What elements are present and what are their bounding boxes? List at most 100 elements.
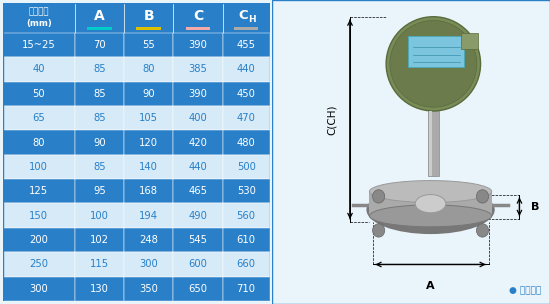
Bar: [3, 106, 75, 130]
Bar: [3, 252, 75, 277]
Text: 150: 150: [29, 211, 48, 221]
Text: 80: 80: [142, 64, 155, 74]
Bar: [223, 33, 270, 57]
Text: 248: 248: [139, 235, 158, 245]
Bar: [75, 277, 124, 301]
Bar: [124, 130, 173, 155]
Ellipse shape: [366, 185, 495, 234]
Text: 420: 420: [189, 137, 207, 147]
Bar: [124, 252, 173, 277]
Text: 85: 85: [93, 162, 106, 172]
Bar: [461, 33, 478, 49]
Bar: [223, 155, 270, 179]
Text: A: A: [94, 9, 105, 22]
Bar: [75, 81, 124, 106]
Text: ● 常规仪表: ● 常规仪表: [509, 286, 542, 295]
Bar: [124, 106, 173, 130]
Text: 90: 90: [93, 137, 106, 147]
Bar: [3, 130, 75, 155]
Bar: [75, 130, 124, 155]
Text: 105: 105: [139, 113, 158, 123]
Text: 300: 300: [29, 284, 48, 294]
Text: 100: 100: [90, 211, 109, 221]
Text: 194: 194: [139, 211, 158, 221]
Bar: [173, 3, 223, 33]
Text: 70: 70: [93, 40, 106, 50]
Text: 140: 140: [139, 162, 158, 172]
Bar: [173, 228, 223, 252]
Bar: [223, 130, 270, 155]
Text: 440: 440: [189, 162, 207, 172]
Text: 490: 490: [189, 211, 207, 221]
Bar: [75, 203, 124, 228]
Text: 610: 610: [236, 235, 256, 245]
Text: 65: 65: [32, 113, 45, 123]
Bar: [75, 106, 124, 130]
Text: 660: 660: [236, 259, 256, 269]
Circle shape: [476, 224, 488, 237]
Text: 200: 200: [29, 235, 48, 245]
Text: 545: 545: [189, 235, 208, 245]
Bar: [124, 179, 173, 203]
Text: 455: 455: [236, 40, 256, 50]
Bar: [173, 252, 223, 277]
Bar: [173, 130, 223, 155]
Text: 385: 385: [189, 64, 207, 74]
Bar: [136, 26, 161, 30]
Bar: [3, 155, 75, 179]
Text: 仪表口径
(mm): 仪表口径 (mm): [26, 8, 52, 28]
Text: 440: 440: [237, 64, 256, 74]
Bar: [408, 36, 464, 67]
Bar: [173, 179, 223, 203]
Bar: [173, 277, 223, 301]
Text: 130: 130: [90, 284, 109, 294]
Bar: [173, 81, 223, 106]
Ellipse shape: [370, 205, 492, 227]
Text: 470: 470: [236, 113, 256, 123]
Text: 80: 80: [32, 137, 45, 147]
Text: 100: 100: [29, 162, 48, 172]
Circle shape: [372, 190, 385, 203]
Text: H: H: [248, 15, 256, 24]
Bar: [173, 203, 223, 228]
Ellipse shape: [370, 181, 492, 202]
Bar: [173, 57, 223, 81]
Bar: [75, 3, 124, 33]
Bar: [429, 111, 432, 176]
Bar: [428, 111, 438, 176]
Text: C: C: [238, 9, 248, 22]
Text: 250: 250: [29, 259, 48, 269]
Text: 390: 390: [189, 89, 207, 99]
Text: 650: 650: [189, 284, 208, 294]
Text: 85: 85: [93, 89, 106, 99]
Bar: [186, 26, 211, 30]
Bar: [223, 3, 270, 33]
Text: 300: 300: [139, 259, 158, 269]
Bar: [87, 26, 112, 30]
Bar: [3, 179, 75, 203]
Bar: [75, 252, 124, 277]
Text: 95: 95: [93, 186, 106, 196]
Bar: [370, 192, 492, 216]
Text: 465: 465: [189, 186, 208, 196]
Text: B: B: [531, 202, 539, 212]
Ellipse shape: [415, 195, 446, 213]
Text: 85: 85: [93, 113, 106, 123]
Circle shape: [372, 224, 385, 237]
Bar: [124, 81, 173, 106]
Bar: [173, 106, 223, 130]
Text: A: A: [426, 281, 435, 291]
Text: 120: 120: [139, 137, 158, 147]
Text: 168: 168: [139, 186, 158, 196]
Text: 125: 125: [29, 186, 48, 196]
Text: C: C: [193, 9, 204, 22]
Ellipse shape: [390, 20, 477, 107]
Bar: [124, 277, 173, 301]
Bar: [124, 228, 173, 252]
Text: 450: 450: [236, 89, 256, 99]
Text: 390: 390: [189, 40, 207, 50]
Bar: [173, 33, 223, 57]
Bar: [3, 3, 75, 33]
Text: 90: 90: [142, 89, 155, 99]
Bar: [3, 81, 75, 106]
